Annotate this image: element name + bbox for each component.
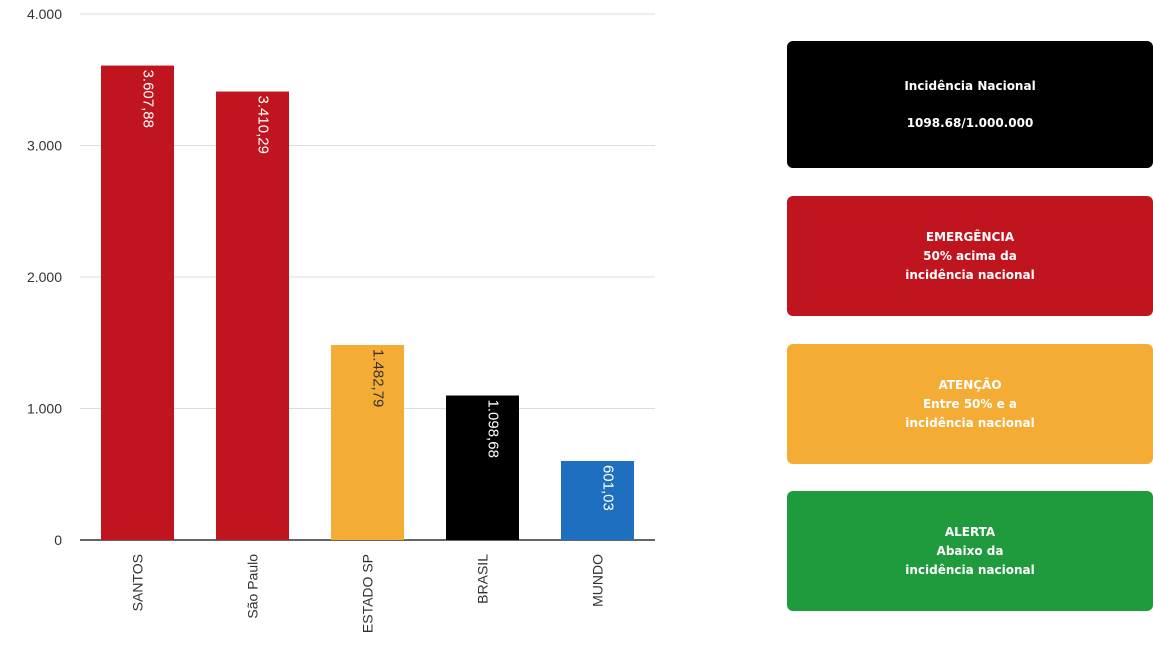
attention-line-3: incidência nacional xyxy=(905,415,1035,430)
emergency-line-2: 50% acima da xyxy=(923,248,1017,263)
national-incidence-title: Incidência Nacional xyxy=(904,78,1036,93)
x-axis-labels: SANTOS São Paulo ESTADO SP BRASIL MUNDO xyxy=(130,554,606,633)
attention-line-2: Entre 50% e a xyxy=(922,396,1018,411)
bar-chart: 0 1.000 2.000 3.000 4.000 3.607,88 3.410,29 1.… xyxy=(27,6,655,633)
alert-line-2: Abaixo da xyxy=(936,543,1004,558)
bar xyxy=(101,65,174,540)
x-tick-label: MUNDO xyxy=(590,554,606,607)
alert-title: ALERTA xyxy=(944,524,996,539)
y-tick-label: 1.000 xyxy=(27,401,62,417)
bars: 3.607,88 3.410,29 1.482,79 1.098,68 601,03 xyxy=(101,65,634,540)
x-tick-label: São Paulo xyxy=(245,554,261,619)
bar-value-label: 601,03 xyxy=(600,465,617,511)
emergency-title: EMERGÊNCIA xyxy=(925,229,1015,244)
x-tick-label: SANTOS xyxy=(130,554,146,611)
x-tick-label: ESTADO SP xyxy=(360,554,376,633)
emergency-legend-card: EMERGÊNCIA 50% acima da incidência nacio… xyxy=(787,196,1153,316)
y-tick-label: 3.000 xyxy=(27,138,62,154)
bar-value-label: 1.482,79 xyxy=(370,349,387,407)
attention-title: ATENÇÃO xyxy=(938,377,1002,392)
x-tick-label: BRASIL xyxy=(475,554,491,604)
emergency-line-3: incidência nacional xyxy=(905,267,1035,282)
alert-line-3: incidência nacional xyxy=(905,562,1035,577)
bar-value-label: 3.410,29 xyxy=(255,96,272,154)
y-tick-label: 4.000 xyxy=(27,6,62,22)
y-tick-label: 0 xyxy=(54,532,62,548)
alert-legend-card: ALERTA Abaixo da incidência nacional xyxy=(787,491,1153,611)
y-axis-ticks: 0 1.000 2.000 3.000 4.000 xyxy=(27,6,62,548)
bar-value-label: 1.098,68 xyxy=(485,400,502,458)
bar-value-label: 3.607,88 xyxy=(140,70,157,128)
bar xyxy=(561,460,634,540)
bar xyxy=(331,345,404,540)
bar xyxy=(446,395,519,540)
national-incidence-card: Incidência Nacional 1098.68/1.000.000 xyxy=(787,41,1153,168)
national-incidence-value: 1098.68/1.000.000 xyxy=(906,115,1034,130)
attention-legend-card: ATENÇÃO Entre 50% e a incidência naciona… xyxy=(787,344,1153,464)
bar xyxy=(216,91,289,540)
y-tick-label: 2.000 xyxy=(27,269,62,285)
